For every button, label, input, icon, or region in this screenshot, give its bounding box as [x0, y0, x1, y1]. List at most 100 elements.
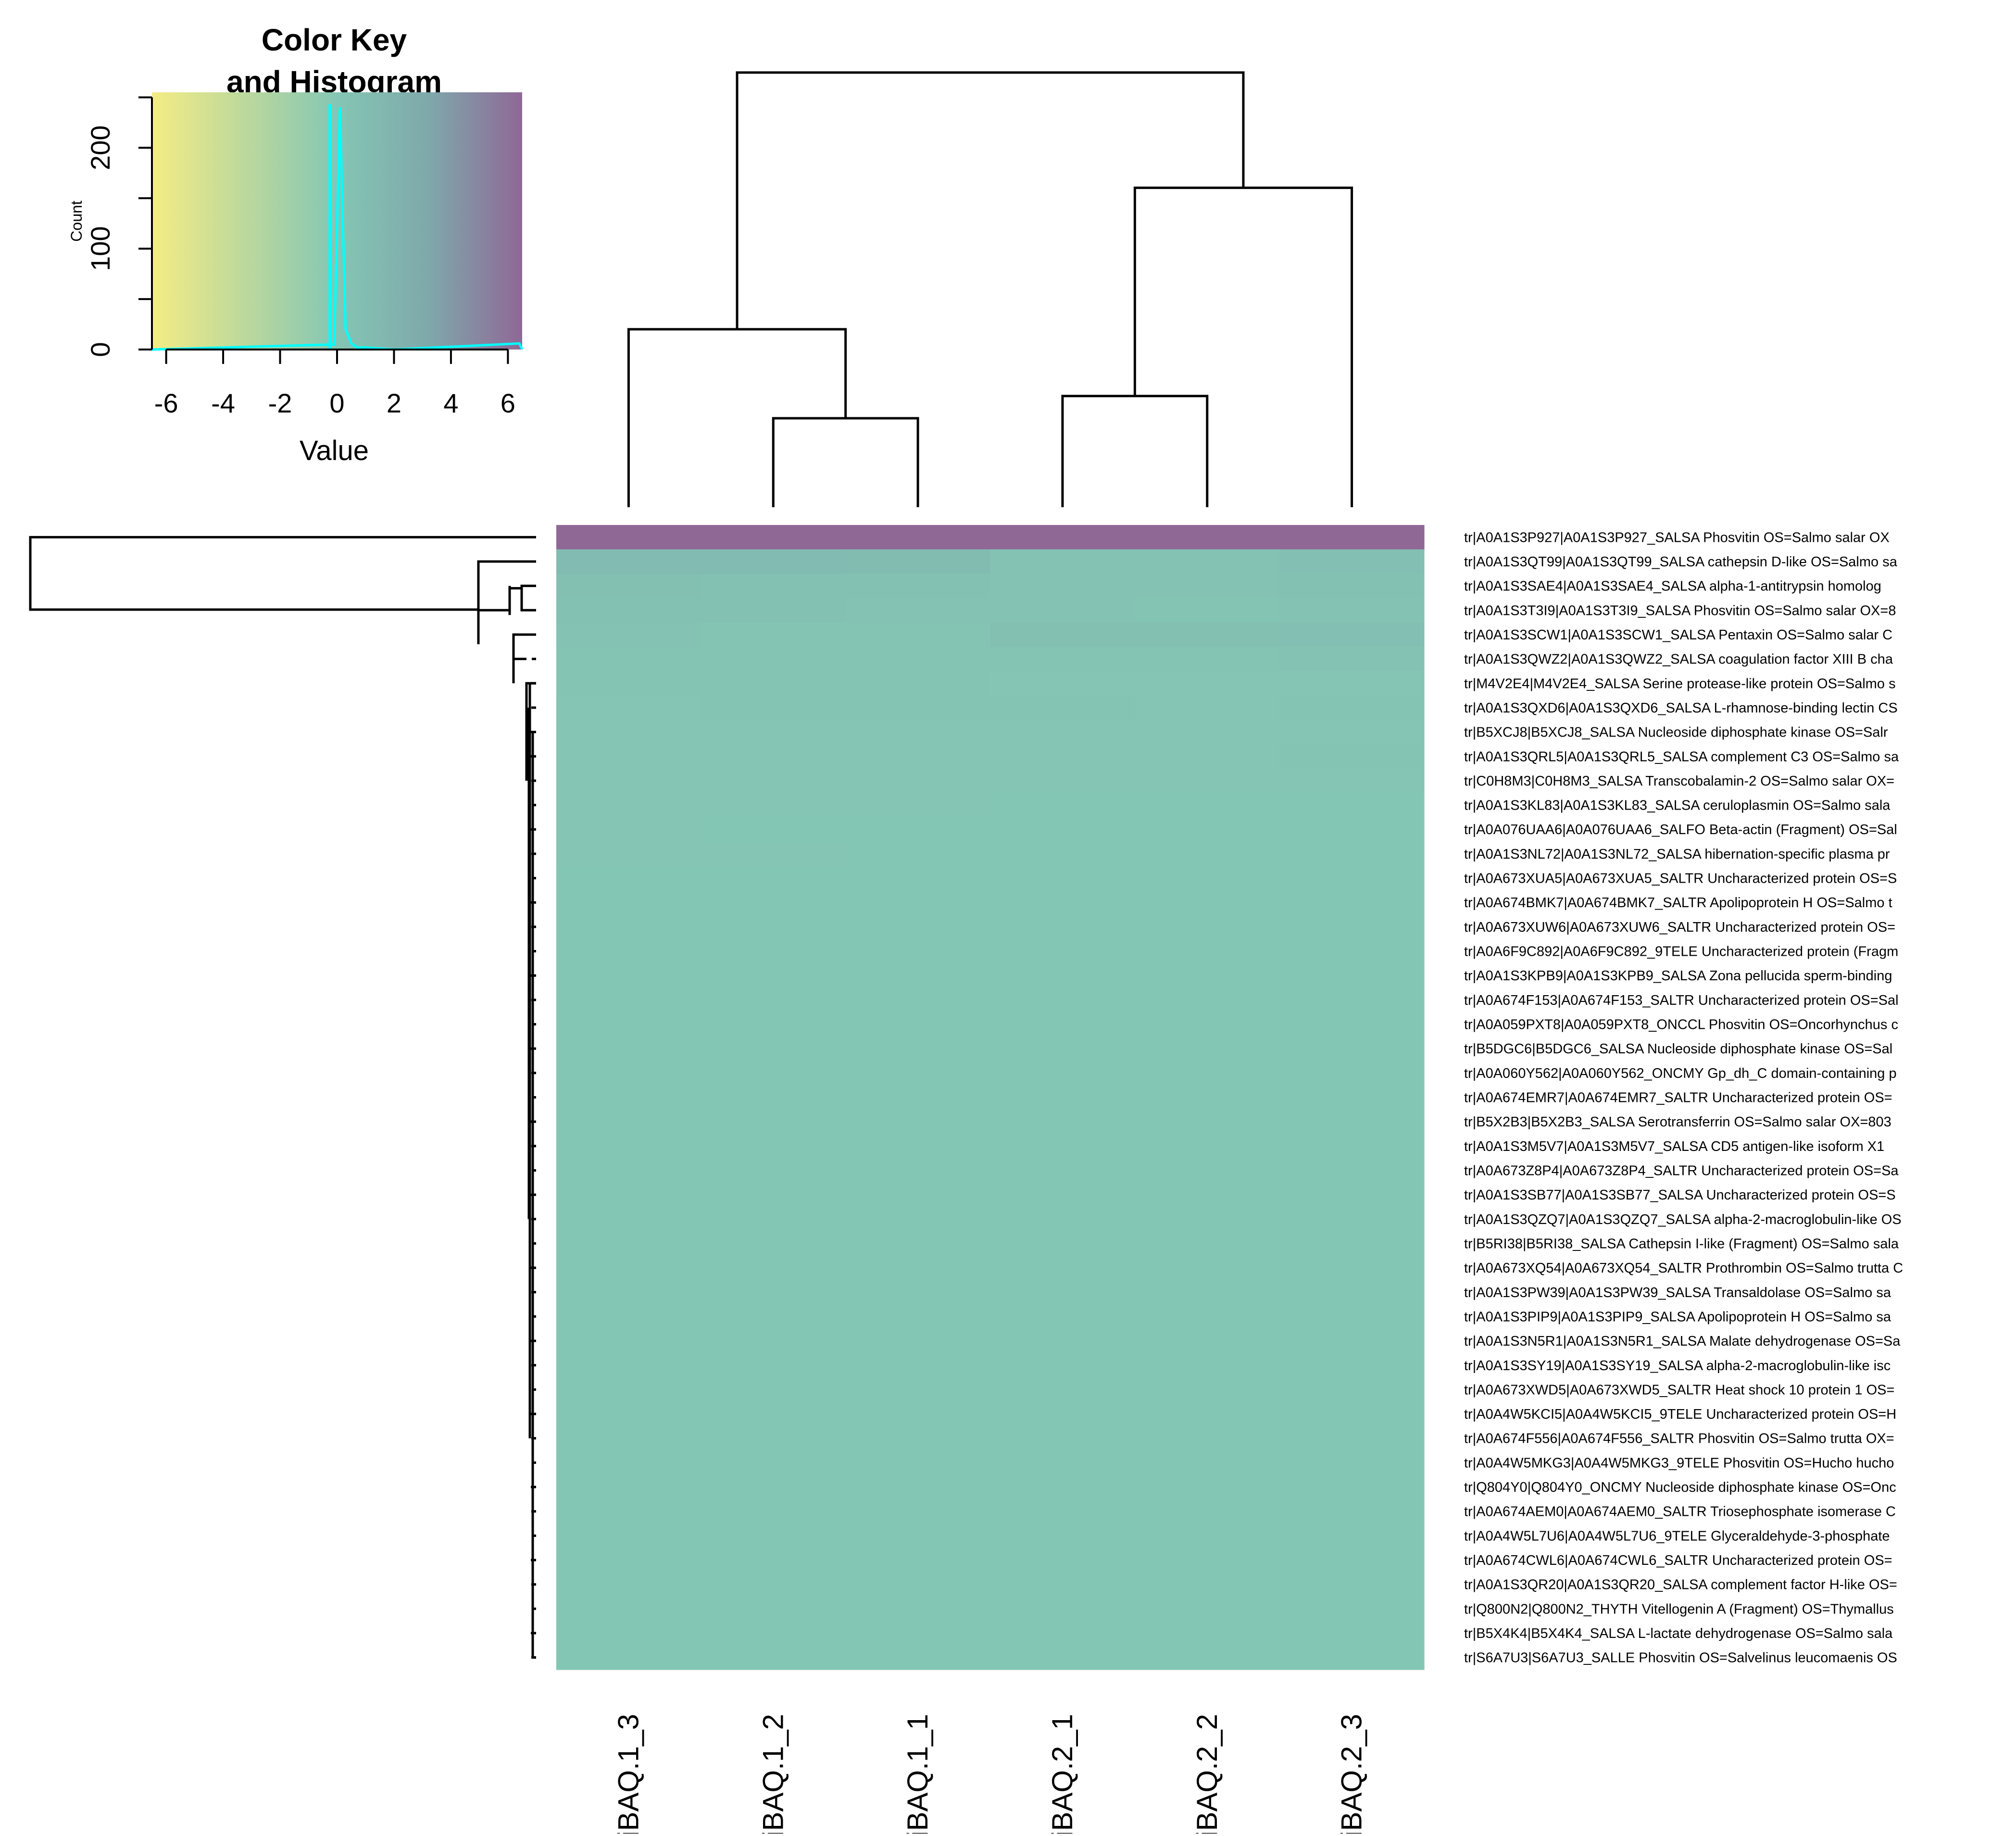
row-label: tr|C0H8M3|C0H8M3_SALSA Transcobalamin-2 …: [1464, 774, 1894, 789]
heatmap-cell: [701, 549, 846, 574]
heatmap-cell: [701, 1012, 846, 1037]
heatmap-cell: [845, 939, 991, 964]
heatmap-cell: [845, 1061, 991, 1086]
heatmap-cell: [556, 1231, 701, 1256]
row-label: tr|A0A674AEM0|A0A674AEM0_SALTR Triosepho…: [1464, 1504, 1896, 1520]
row-label: tr|A0A1S3P927|A0A1S3P927_SALSA Phosvitin…: [1464, 530, 1890, 545]
heatmap-cell: [556, 841, 701, 866]
heatmap-cell: [1279, 671, 1425, 696]
heatmap-cell: [1279, 1109, 1425, 1135]
heatmap-cell: [556, 1645, 701, 1670]
color-key-title-line1: Color Key: [262, 23, 407, 57]
heatmap-cell: [990, 1328, 1135, 1354]
row-label: tr|A0A4W5MKG3|A0A4W5MKG3_9TELE Phosvitin…: [1464, 1455, 1894, 1471]
row-label: tr|A0A673XWD5|A0A673XWD5_SALTR Heat shoc…: [1464, 1382, 1894, 1398]
heatmap-cell: [1279, 525, 1425, 550]
row-label: tr|A0A060Y562|A0A060Y562_ONCMY Gp_dh_C d…: [1464, 1066, 1897, 1081]
row-label: tr|A0A673XUW6|A0A673XUW6_SALTR Uncharact…: [1464, 920, 1895, 935]
row-label: tr|A0A1S3QXD6|A0A1S3QXD6_SALSA L-rhamnos…: [1464, 700, 1898, 716]
heatmap-cell: [1135, 987, 1280, 1012]
color-key-xlabel: Value: [300, 435, 369, 466]
heatmap-cell: [701, 1548, 846, 1573]
row-label: tr|A0A1S3SB77|A0A1S3SB77_SALSA Uncharact…: [1464, 1187, 1896, 1203]
heatmap-cell: [990, 1499, 1135, 1524]
heatmap-cell: [990, 720, 1135, 745]
heatmap-cell: [1135, 841, 1280, 866]
heatmap-cell: [701, 1524, 846, 1549]
heatmap-cell: [990, 744, 1135, 769]
heatmap-cell: [701, 817, 846, 842]
row-label: tr|A0A6F9C892|A0A6F9C892_9TELE Uncharact…: [1464, 944, 1898, 960]
color-key-histogram: [151, 104, 524, 351]
heatmap-cell: [701, 1645, 846, 1670]
heatmap-cell: [701, 1426, 846, 1451]
heatmap-cell: [1135, 890, 1280, 915]
row-label: tr|A0A1S3QWZ2|A0A1S3QWZ2_SALSA coagulati…: [1464, 652, 1893, 667]
key-y-tick-label: 100: [85, 226, 115, 271]
column-dendrogram-branch: [627, 328, 847, 507]
heatmap-cell: [845, 841, 991, 866]
heatmap-cell: [1135, 1597, 1280, 1622]
heatmap-cell: [1279, 1231, 1425, 1256]
heatmap-cell: [990, 1012, 1135, 1037]
heatmap-cell: [845, 1474, 991, 1499]
heatmap-cell: [990, 574, 1135, 599]
heatmap-cell: [990, 598, 1135, 623]
heatmap-cell: [1279, 549, 1425, 574]
heatmap-cell: [990, 866, 1135, 891]
heatmap-cell: [1135, 1061, 1280, 1086]
row-label: tr|A0A1S3KL83|A0A1S3KL83_SALSA cerulopla…: [1464, 798, 1891, 813]
heatmap-cell: [556, 914, 701, 939]
heatmap-cell: [701, 1304, 846, 1329]
heatmap-cell: [556, 768, 701, 793]
heatmap-cell: [556, 647, 701, 672]
heatmap-cell: [556, 622, 701, 647]
color-key-ylabel: Count: [68, 200, 85, 242]
heatmap-cell: [1135, 914, 1280, 939]
column-label: iBAQ.2_2: [1191, 1714, 1223, 1834]
heatmap-cell: [845, 1377, 991, 1402]
heatmap-cell: [990, 671, 1135, 696]
row-label: tr|A0A674F556|A0A674F556_SALTR Phosvitin…: [1464, 1431, 1894, 1447]
heatmap-cell: [1279, 1061, 1425, 1086]
column-label: iBAQ.1_1: [902, 1714, 934, 1834]
column-dendrogram-branch: [736, 71, 1245, 329]
heatmap-cell: [990, 549, 1135, 574]
key-x-tick-label: 2: [387, 388, 401, 418]
heatmap-cell: [1135, 1450, 1280, 1475]
heatmap-cell: [701, 1182, 846, 1208]
heatmap-cell: [1279, 647, 1425, 672]
row-label: tr|A0A1S3KPB9|A0A1S3KPB9_SALSA Zona pell…: [1464, 968, 1892, 984]
heatmap-cell: [556, 1255, 701, 1281]
row-label: tr|A0A059PXT8|A0A059PXT8_ONCCL Phosvitin…: [1464, 1017, 1898, 1033]
heatmap-cell: [1279, 1036, 1425, 1062]
heatmap-cell: [1135, 1328, 1280, 1354]
key-x-tick-label: -6: [154, 388, 178, 418]
heatmap-cell: [845, 817, 991, 842]
heatmap-cell: [990, 1158, 1135, 1183]
row-label: tr|A0A673Z8P4|A0A673Z8P4_SALTR Uncharact…: [1464, 1163, 1899, 1179]
heatmap-cell: [990, 647, 1135, 672]
heatmap-cell: [556, 1597, 701, 1622]
row-label: tr|B5X4K4|B5X4K4_SALSA L-lactate dehydro…: [1464, 1626, 1893, 1641]
heatmap-cell: [990, 1304, 1135, 1329]
heatmap-cells: [556, 525, 1425, 1670]
heatmap-cell: [1135, 1158, 1280, 1183]
heatmap-cell: [701, 1499, 846, 1524]
heatmap-cell: [990, 1061, 1135, 1086]
heatmap-cell: [556, 695, 701, 720]
heatmap-cell: [1135, 695, 1280, 720]
heatmap-cell: [845, 987, 991, 1012]
heatmap-cell: [1279, 1572, 1425, 1597]
heatmap-cell: [845, 914, 991, 939]
heatmap-cell: [556, 1109, 701, 1135]
row-label: tr|A0A1S3QRL5|A0A1S3QRL5_SALSA complemen…: [1464, 749, 1899, 764]
heatmap-cell: [556, 671, 701, 696]
column-labels: iBAQ.1_3 iBAQ.1_2 iBAQ.1_1 iBAQ.2_1 iBAQ.2_2…: [612, 1714, 1367, 1836]
heatmap-cell: [845, 671, 991, 696]
heatmap-cell: [1279, 1012, 1425, 1037]
heatmap-cell: [1135, 1524, 1280, 1549]
heatmap-cell: [1279, 744, 1425, 769]
row-label: tr|A0A673XUA5|A0A673XUA5_SALTR Uncharact…: [1464, 871, 1897, 887]
heatmap-cell: [845, 549, 991, 574]
